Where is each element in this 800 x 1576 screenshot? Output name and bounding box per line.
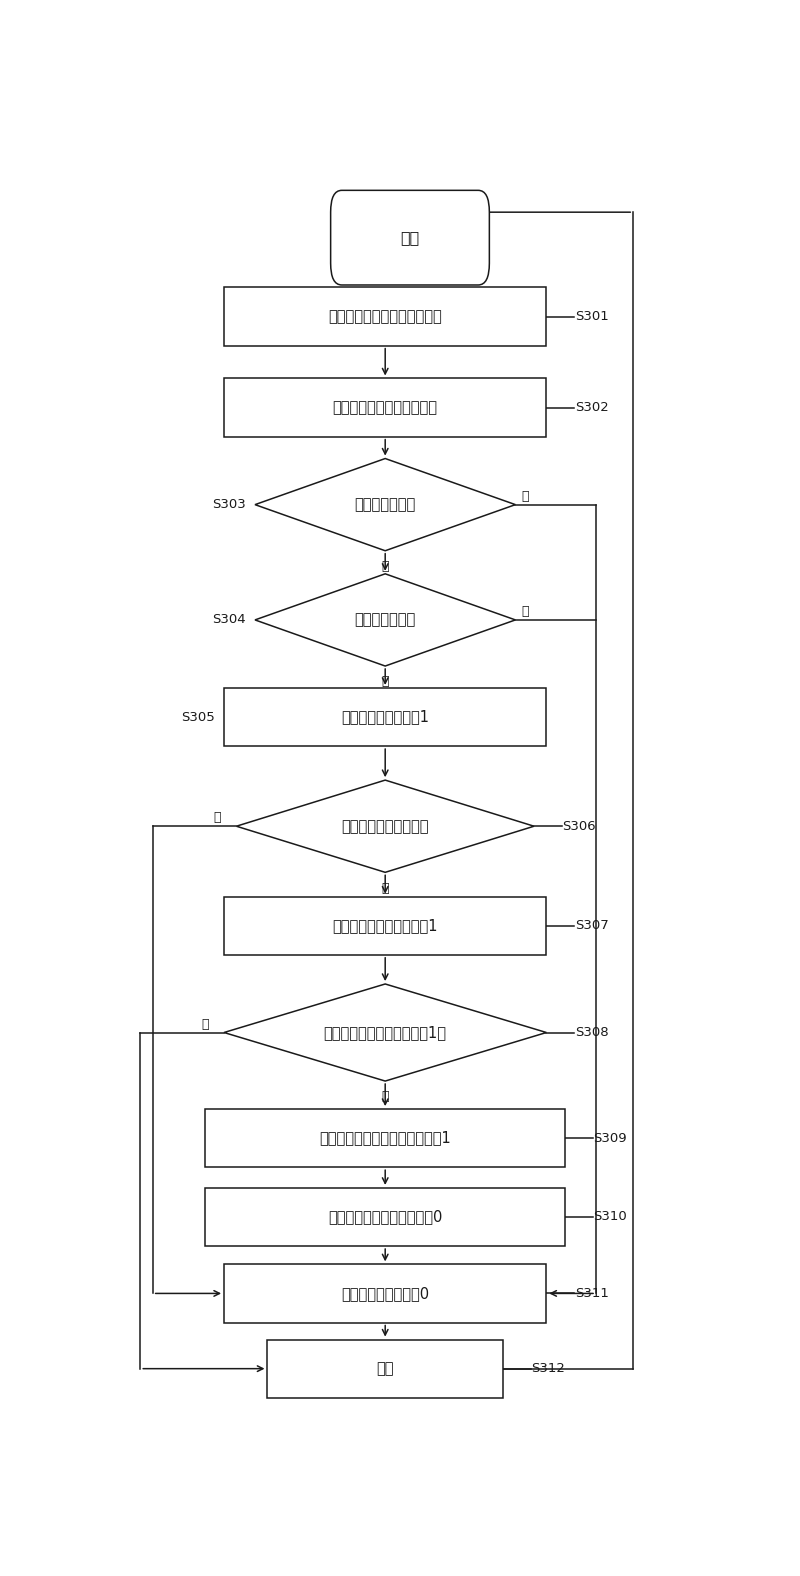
Text: 关键参数异常次数加1: 关键参数异常次数加1 [341, 709, 429, 725]
FancyBboxPatch shape [224, 1264, 546, 1322]
Text: S305: S305 [181, 711, 214, 723]
Text: S308: S308 [575, 1026, 609, 1039]
Text: 否: 否 [214, 812, 221, 824]
Text: S303: S303 [212, 498, 246, 511]
Text: 否: 否 [521, 490, 529, 503]
Text: 关键参数异常？: 关键参数异常？ [354, 613, 416, 627]
Text: 否: 否 [521, 605, 529, 618]
FancyBboxPatch shape [224, 897, 546, 955]
Text: S302: S302 [575, 400, 609, 414]
Text: 挂起: 挂起 [377, 1362, 394, 1376]
FancyBboxPatch shape [206, 1110, 565, 1168]
Text: S312: S312 [531, 1362, 566, 1376]
Text: 关键参数异常次数清0: 关键参数异常次数清0 [341, 1286, 430, 1300]
Polygon shape [224, 983, 546, 1081]
Text: S309: S309 [594, 1132, 627, 1144]
Text: S311: S311 [575, 1288, 609, 1300]
Text: 是: 是 [382, 881, 389, 895]
Text: S310: S310 [594, 1210, 627, 1223]
Text: S304: S304 [212, 613, 246, 626]
Text: 否: 否 [382, 1091, 389, 1103]
FancyBboxPatch shape [224, 378, 546, 437]
FancyBboxPatch shape [206, 1188, 565, 1247]
Text: S307: S307 [575, 919, 609, 933]
Text: 异常次数超允许范围？: 异常次数超允许范围？ [342, 818, 429, 834]
Text: 开始: 开始 [400, 230, 420, 246]
Text: 读取遥测数据中的关键参数: 读取遥测数据中的关键参数 [333, 400, 438, 414]
Polygon shape [255, 459, 515, 550]
Text: 设置当前故障模式标志为1: 设置当前故障模式标志为1 [333, 919, 438, 933]
Text: 是: 是 [382, 675, 389, 689]
FancyBboxPatch shape [267, 1340, 503, 1398]
Text: S301: S301 [575, 310, 609, 323]
Text: S306: S306 [562, 820, 596, 832]
FancyBboxPatch shape [224, 687, 546, 745]
FancyBboxPatch shape [330, 191, 490, 285]
Text: 是: 是 [201, 1018, 209, 1031]
Polygon shape [255, 574, 515, 667]
Text: 当前安全指令组执行索引清0: 当前安全指令组执行索引清0 [328, 1209, 442, 1225]
Text: 设置当前安全指令组执行标志为1: 设置当前安全指令组执行标志为1 [319, 1130, 451, 1146]
Text: 是: 是 [382, 559, 389, 574]
Text: 调用函数采集下位机遥测数据: 调用函数采集下位机遥测数据 [328, 309, 442, 325]
Text: 相应安全指令组执行标志为1？: 相应安全指令组执行标志为1？ [324, 1024, 446, 1040]
Polygon shape [237, 780, 534, 873]
Text: 故障模式允许？: 故障模式允许？ [354, 496, 416, 512]
FancyBboxPatch shape [224, 287, 546, 345]
